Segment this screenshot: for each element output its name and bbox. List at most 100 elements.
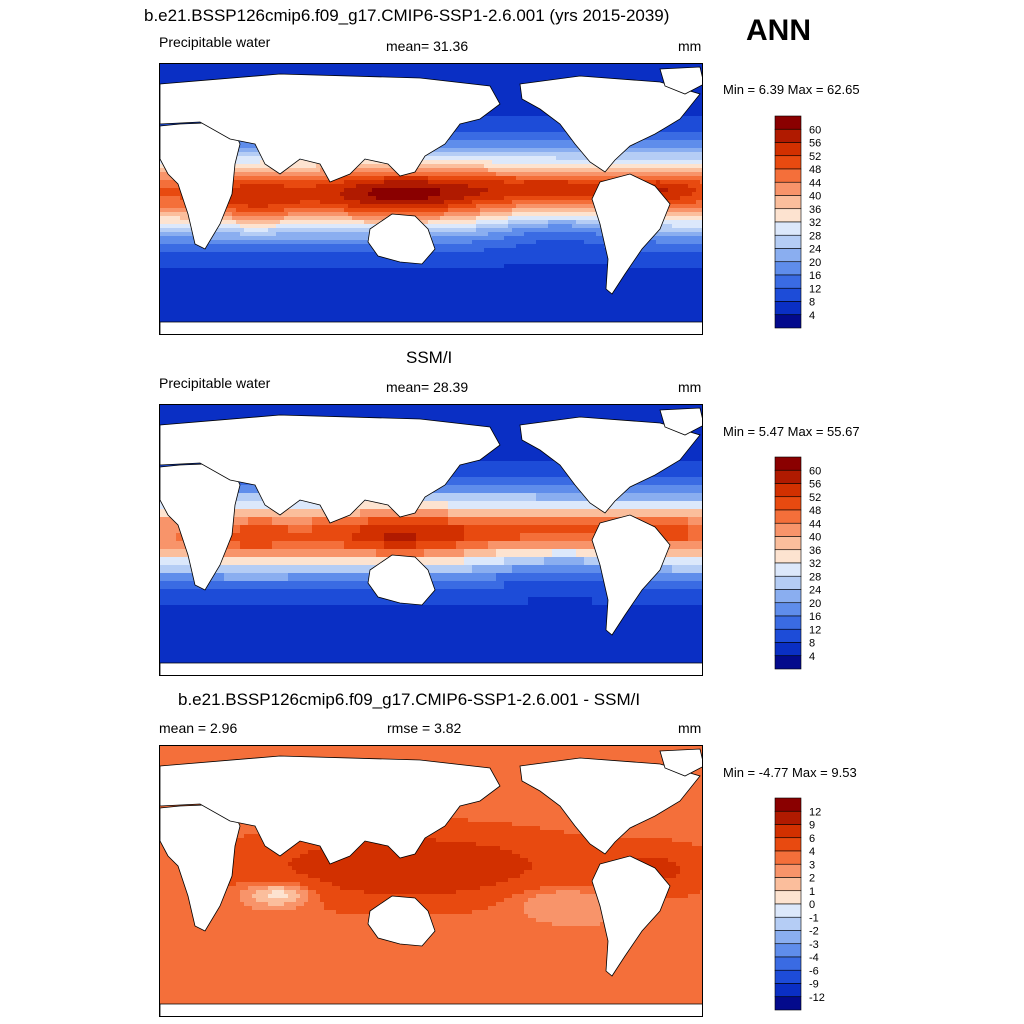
panel1-field-cell [652, 152, 657, 157]
panel1-field-cell [336, 200, 341, 205]
panel1-field-cell [520, 108, 525, 113]
panel1-field-cell [540, 76, 545, 81]
panel1-field-cell [236, 176, 241, 181]
panel1-field-cell [492, 168, 497, 173]
panel1-field-cell [576, 148, 581, 153]
panel1-field-cell [640, 172, 645, 177]
panel1-field-cell [512, 208, 517, 213]
panel1-field-cell [516, 160, 521, 165]
panel1-field-cell [252, 168, 257, 173]
panel1-field-cell [488, 76, 493, 81]
panel1-field-cell [276, 196, 281, 201]
panel1-field-cell [496, 124, 501, 129]
panel1-field-cell [540, 172, 545, 177]
panel1-field-cell [172, 80, 177, 85]
panel1-field-cell [440, 196, 445, 201]
panel1-field-cell [496, 168, 501, 173]
panel1-field-cell [472, 184, 477, 189]
panel1-field-cell [532, 148, 537, 153]
panel1-field-cell [544, 172, 549, 177]
panel1-field-cell [480, 120, 485, 125]
panel1-field-cell [648, 64, 653, 69]
panel1-field-cell [384, 208, 389, 213]
panel1-field-cell [356, 192, 361, 197]
panel1-field-cell [528, 176, 533, 181]
panel1-field-cell [596, 172, 601, 177]
panel1-field-cell [164, 184, 169, 189]
panel1-field-cell [672, 124, 677, 129]
panel1-field-cell [180, 76, 185, 81]
panel1-field-cell [524, 108, 529, 113]
panel1-field-cell [172, 188, 177, 193]
panel1-field-cell [660, 136, 665, 141]
panel1-field-cell [328, 200, 333, 205]
panel1-field-cell [240, 160, 245, 165]
panel1-field-cell [464, 124, 469, 129]
panel1-field-cell [520, 112, 525, 117]
panel1-field-cell [436, 188, 441, 193]
panel1-field-cell [248, 176, 253, 181]
panel1-field-cell [344, 188, 349, 193]
panel1-field-cell [668, 132, 673, 137]
panel1-field-cell [696, 188, 701, 193]
panel1-field-cell [556, 132, 561, 137]
panel1-field-cell [476, 200, 481, 205]
panel1-field-cell [272, 68, 277, 73]
panel1-field-cell [172, 184, 177, 189]
panel1-field-cell [388, 68, 393, 73]
panel1-field-cell [488, 72, 493, 77]
panel1-field-cell [556, 200, 561, 205]
panel1-field-cell [484, 132, 489, 137]
panel1-field-cell [648, 172, 653, 177]
panel1-field-cell [220, 64, 225, 69]
panel1-field-cell [548, 168, 553, 173]
panel1-field-cell [616, 156, 621, 161]
panel1-field-cell [236, 64, 241, 69]
panel1-field-cell [512, 144, 517, 149]
panel1-field-cell [548, 144, 553, 149]
panel1-field-cell [544, 204, 549, 209]
panel1-field-cell [484, 80, 489, 85]
panel1-field-cell [312, 164, 317, 169]
panel1-field-cell [676, 180, 681, 185]
panel1-field-cell [692, 200, 697, 205]
panel1-field-cell [448, 160, 453, 165]
panel1-field-cell [412, 172, 417, 177]
panel1-field-cell [432, 200, 437, 205]
panel1-field-cell [684, 120, 689, 125]
panel1-field-cell [668, 204, 673, 209]
panel1-field-cell [612, 168, 617, 173]
panel1-field-cell [436, 200, 441, 205]
panel1-field-cell [676, 140, 681, 145]
panel1-field-cell [456, 156, 461, 161]
panel1-field-cell [460, 72, 465, 77]
panel1-field-cell [500, 176, 505, 181]
panel1-field-cell [524, 80, 529, 85]
panel1-field-cell [256, 204, 261, 209]
panel1-field-cell [316, 192, 321, 197]
panel1-field-cell [676, 188, 681, 193]
panel1-field-cell [516, 136, 521, 141]
panel1-field-cell [660, 188, 665, 193]
panel1-field-cell [652, 164, 657, 169]
panel1-field-cell [488, 164, 493, 169]
panel1-field-cell [436, 176, 441, 181]
panel1-field-cell [240, 156, 245, 161]
panel1-field-cell [368, 196, 373, 201]
panel1-field-cell [368, 204, 373, 209]
panel1-field-cell [504, 100, 509, 105]
panel1-field-cell [372, 72, 377, 77]
panel1-field-cell [272, 204, 277, 209]
panel1-field-cell [172, 76, 177, 81]
panel1-field-cell [176, 68, 181, 73]
panel1-field-cell [668, 152, 673, 157]
panel1-field-cell [672, 144, 677, 149]
panel1-field-cell [504, 92, 509, 97]
season-label: ANN [746, 14, 811, 48]
panel1-field-cell [304, 172, 309, 177]
panel1-field-cell [464, 132, 469, 137]
panel1-field-cell [500, 72, 505, 77]
panel1-field-cell [436, 172, 441, 177]
panel1-field-cell [268, 168, 273, 173]
panel1-field-cell [420, 204, 425, 209]
